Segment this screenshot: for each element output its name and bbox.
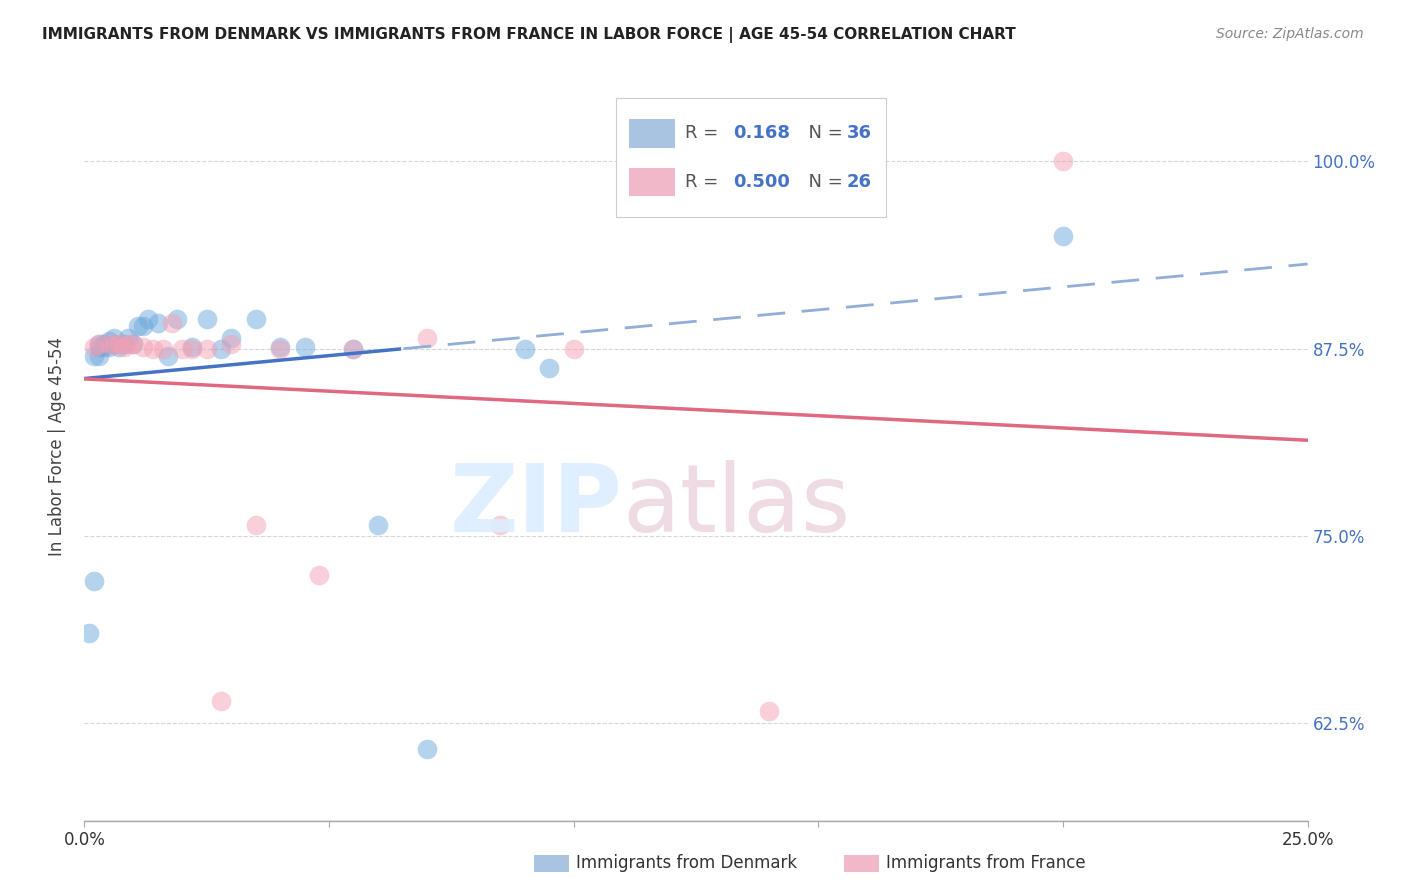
Point — [107, 337, 129, 351]
Point — [156, 349, 179, 363]
Point — [87, 340, 110, 354]
Text: 0.500: 0.500 — [733, 172, 790, 191]
Point — [195, 342, 218, 356]
Point — [245, 518, 267, 533]
Point — [758, 704, 780, 718]
Point — [181, 340, 204, 354]
Point — [195, 311, 218, 326]
Point — [132, 340, 155, 354]
Point — [117, 331, 139, 345]
Point — [758, 154, 780, 169]
Point — [342, 342, 364, 356]
Point — [219, 331, 242, 345]
Text: 26: 26 — [846, 172, 872, 191]
Point — [87, 337, 110, 351]
Point — [103, 337, 125, 351]
Point — [112, 337, 135, 351]
Text: 0.168: 0.168 — [733, 124, 790, 142]
Point — [294, 340, 316, 354]
Text: Immigrants from France: Immigrants from France — [886, 855, 1085, 872]
Text: N =: N = — [797, 172, 849, 191]
Point — [538, 361, 561, 376]
Point — [117, 337, 139, 351]
Text: Immigrants from Denmark: Immigrants from Denmark — [576, 855, 797, 872]
Point — [93, 340, 115, 354]
Point — [122, 337, 145, 351]
Point — [97, 334, 120, 348]
Point — [93, 337, 115, 351]
Point — [83, 574, 105, 588]
Point — [513, 342, 536, 356]
Point — [219, 337, 242, 351]
Text: 36: 36 — [846, 124, 872, 142]
Text: ZIP: ZIP — [450, 460, 623, 552]
Point — [367, 518, 389, 533]
Point — [77, 626, 100, 640]
Point — [136, 311, 159, 326]
Text: atlas: atlas — [623, 460, 851, 552]
Point — [122, 337, 145, 351]
Point — [87, 349, 110, 363]
Text: Source: ZipAtlas.com: Source: ZipAtlas.com — [1216, 27, 1364, 41]
Point — [245, 311, 267, 326]
Text: N =: N = — [797, 124, 849, 142]
Point — [342, 342, 364, 356]
Point — [416, 331, 439, 345]
FancyBboxPatch shape — [628, 120, 675, 148]
Point — [269, 340, 291, 354]
Point — [1052, 154, 1074, 169]
Text: R =: R = — [685, 172, 724, 191]
Point — [416, 741, 439, 756]
Point — [97, 340, 120, 354]
Point — [162, 316, 184, 330]
Point — [152, 342, 174, 356]
Point — [83, 340, 105, 354]
Point — [132, 319, 155, 334]
Point — [112, 340, 135, 354]
Point — [209, 694, 232, 708]
Point — [209, 342, 232, 356]
FancyBboxPatch shape — [628, 168, 675, 196]
Point — [142, 342, 165, 356]
Point — [107, 340, 129, 354]
Point — [308, 567, 330, 582]
Point — [181, 342, 204, 356]
Point — [103, 331, 125, 345]
Point — [166, 311, 188, 326]
Point — [489, 518, 512, 533]
Point — [83, 349, 105, 363]
Point — [127, 319, 149, 334]
Point — [1052, 229, 1074, 244]
Text: IMMIGRANTS FROM DENMARK VS IMMIGRANTS FROM FRANCE IN LABOR FORCE | AGE 45-54 COR: IMMIGRANTS FROM DENMARK VS IMMIGRANTS FR… — [42, 27, 1017, 43]
Y-axis label: In Labor Force | Age 45-54: In Labor Force | Age 45-54 — [48, 336, 66, 556]
Point — [103, 337, 125, 351]
Text: R =: R = — [685, 124, 724, 142]
Point — [269, 342, 291, 356]
FancyBboxPatch shape — [616, 97, 886, 218]
Point — [562, 342, 585, 356]
Point — [87, 337, 110, 351]
Point — [97, 337, 120, 351]
Point — [146, 316, 169, 330]
Point — [172, 342, 194, 356]
